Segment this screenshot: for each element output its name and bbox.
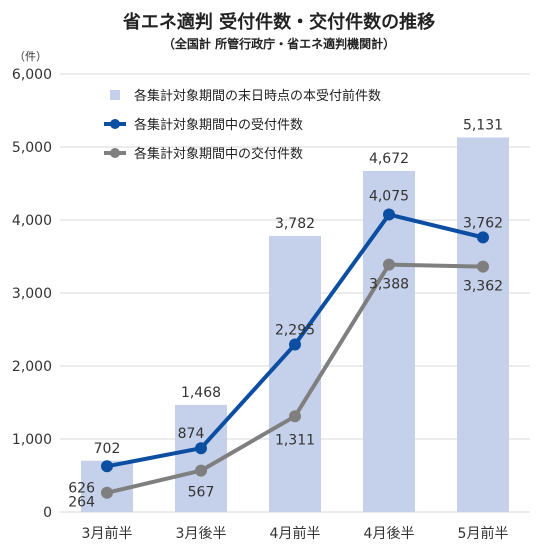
legend-swatch-bar [110, 90, 120, 100]
received-data-label: 4,075 [369, 189, 409, 205]
chart-title: 省エネ適判 受付件数・交付件数の推移 [122, 11, 435, 33]
x-tick-label: 3月後半 [176, 526, 227, 542]
y-unit-label: （件） [14, 50, 47, 63]
x-tick-label: 4月前半 [270, 525, 321, 542]
issued-point [101, 486, 113, 499]
issued-data-label: 3,362 [463, 279, 503, 295]
issued-point [383, 258, 395, 271]
legend-label: 各集計対象期間中の受付件数 [134, 117, 303, 133]
axes: 0 1,000 2,000 3,000 4,000 5,000 6,000 3月前半 3月後半 4… [12, 67, 509, 542]
issued-data-label: 264 [68, 495, 95, 511]
legend: 各集計対象期間の末日時点の本受付前件数各集計対象期間中の受付件数各集計対象期間中… [104, 88, 381, 162]
received-data-label: 2,295 [275, 322, 315, 338]
y-tick-label: 3,000 [12, 286, 52, 302]
received-data-label: 3,762 [463, 215, 503, 231]
bar-data-label: 3,782 [275, 216, 315, 232]
bar-data-label: 5,131 [463, 117, 503, 133]
legend-swatch-marker [110, 148, 120, 158]
y-tick-label: 4,000 [12, 213, 52, 229]
y-tick-label: 6,000 [12, 67, 52, 83]
received-point [195, 442, 207, 455]
x-tick-label: 5月前半 [458, 525, 509, 542]
issued-data-label: 567 [188, 485, 215, 501]
issued-point [289, 410, 301, 423]
received-data-label: 874 [178, 426, 205, 442]
received-point [383, 208, 395, 221]
x-tick-label: 3月前半 [82, 525, 133, 542]
legend-label: 各集計対象期間中の交付件数 [134, 146, 303, 162]
issued-point [195, 464, 207, 477]
y-tick-label: 2,000 [12, 359, 52, 375]
legend-swatch-marker [110, 119, 120, 129]
data-labels: 702 1,468 3,782 4,672 5,131 626 874 2,295 4,075 3… [68, 117, 503, 510]
bar-data-label: 1,468 [181, 385, 221, 401]
bar-data-label: 4,672 [369, 151, 409, 167]
y-tick-label: 5,000 [12, 140, 52, 156]
bar [269, 235, 321, 512]
legend-label: 各集計対象期間の末日時点の本受付前件数 [134, 88, 381, 104]
y-tick-label: 1,000 [12, 432, 52, 448]
issued-data-label: 1,311 [275, 432, 315, 448]
line-series [101, 208, 489, 499]
y-tick-label: 0 [43, 505, 52, 521]
bar-data-label: 702 [94, 441, 121, 457]
issued-data-label: 3,388 [369, 277, 409, 293]
bar [457, 137, 509, 512]
received-point [289, 338, 301, 351]
received-point [477, 231, 489, 244]
bar [363, 170, 415, 512]
issued-point [477, 260, 489, 273]
chart-subtitle: （全国計 所管行政庁・省エネ適判機関計） [163, 36, 395, 51]
received-data-label: 626 [68, 480, 95, 496]
x-tick-label: 4月後半 [364, 526, 415, 542]
received-point [101, 460, 113, 473]
